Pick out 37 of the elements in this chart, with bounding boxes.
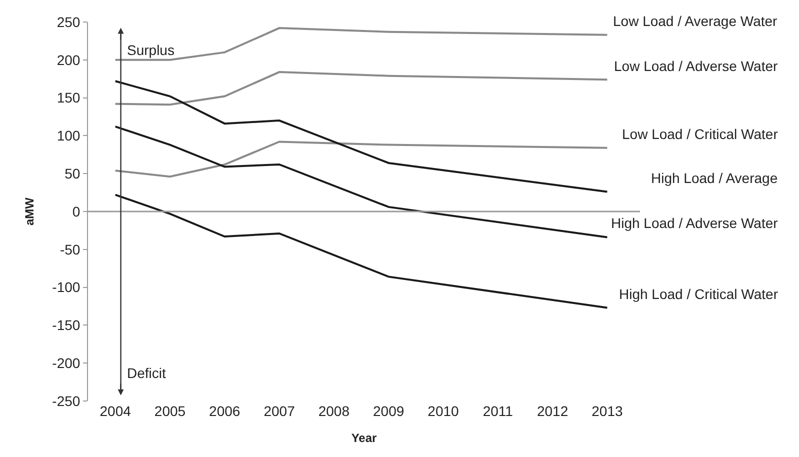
line-series [114,140,608,178]
x-tick-label: 2009 [373,403,404,419]
annotation: Deficit [127,365,166,381]
y-tick-label: 150 [56,90,80,106]
line-series [114,126,608,238]
x-tick-label: 2006 [209,403,240,419]
series-label: Low Load / Critical Water [622,126,778,142]
y-tick-label: -250 [52,392,80,409]
series-label: High Load / Adverse Water [611,215,778,231]
x-tick-label: 2013 [592,403,623,419]
line-series [114,71,608,106]
y-tick-label: 200 [56,52,80,68]
x-tick-label: 2012 [536,403,568,419]
x-tick-label: 2008 [318,403,350,419]
line-series [114,80,608,193]
x-tick-label: 2011 [482,403,514,419]
series-label: High Load / Critical Water [619,286,778,302]
y-tick-label: 0 [72,203,80,220]
x-axis-title: Year [351,430,378,445]
x-tick-label: 2007 [264,403,296,419]
x-tick-label: 2010 [428,403,460,419]
y-axis-title: aMW [22,196,36,226]
y-tick-label: 250 [56,14,80,30]
y-tick-label: -50 [60,241,80,258]
x-tick-label: 2004 [100,403,132,419]
y-tick-label: 100 [56,128,80,144]
y-tick-label: 50 [64,166,80,182]
y-tick-label: -150 [52,317,80,334]
series-label: Low Load / Adverse Water [614,58,778,74]
line-series [114,194,608,309]
text: High Load / Average [651,170,778,186]
y-tick-label: -200 [52,355,80,371]
y-tick-label: -100 [52,279,80,296]
series-label: Low Load / Average Water [613,13,778,29]
annotation: Surplus [127,42,174,58]
x-tick-label: 2005 [154,403,186,419]
line-series [114,27,608,61]
